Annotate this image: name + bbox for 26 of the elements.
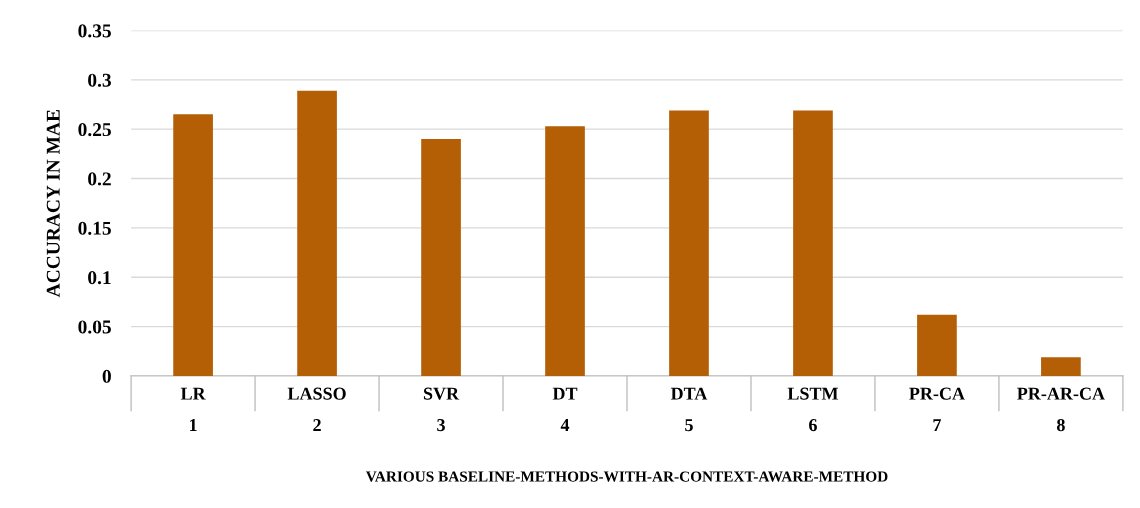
- x-tick-label: PR-CA 7: [909, 387, 965, 431]
- y-tick-label: 0.3: [88, 73, 111, 87]
- y-axis-title: ACCURACY IN MAE: [46, 110, 60, 298]
- bar: [793, 110, 833, 376]
- y-tick-label: 0.25: [78, 122, 111, 137]
- bar: [297, 90, 337, 376]
- y-tick-label: 0.35: [78, 24, 111, 38]
- bar: [421, 139, 461, 376]
- bar: [1041, 357, 1081, 376]
- x-tick-label: LR 1: [180, 387, 206, 431]
- x-tick-label: LASSO 2: [287, 387, 346, 431]
- x-tick-label: SVR 3: [423, 387, 460, 432]
- bar: [545, 126, 585, 376]
- y-tick-label: 0.1: [88, 271, 111, 285]
- x-tick-label: DT 4: [552, 387, 578, 431]
- bar: [917, 314, 957, 376]
- x-tick-label: PR-AR-CA 8: [1017, 387, 1105, 432]
- y-tick-label: 0.15: [78, 221, 111, 235]
- x-axis-title: VARIOUS BASELINE-METHODS-WITH-AR-CONTEXT-AWARE-METHOD: [365, 471, 888, 482]
- x-tick-label: DTA 5: [670, 387, 708, 432]
- y-tick-label: 0.2: [88, 172, 111, 186]
- y-tick-label: 0: [102, 369, 111, 383]
- y-tick-label: 0.05: [78, 320, 111, 334]
- x-tick-label: LSTM 6: [787, 387, 839, 432]
- bar: [173, 114, 213, 376]
- bar: [669, 110, 709, 376]
